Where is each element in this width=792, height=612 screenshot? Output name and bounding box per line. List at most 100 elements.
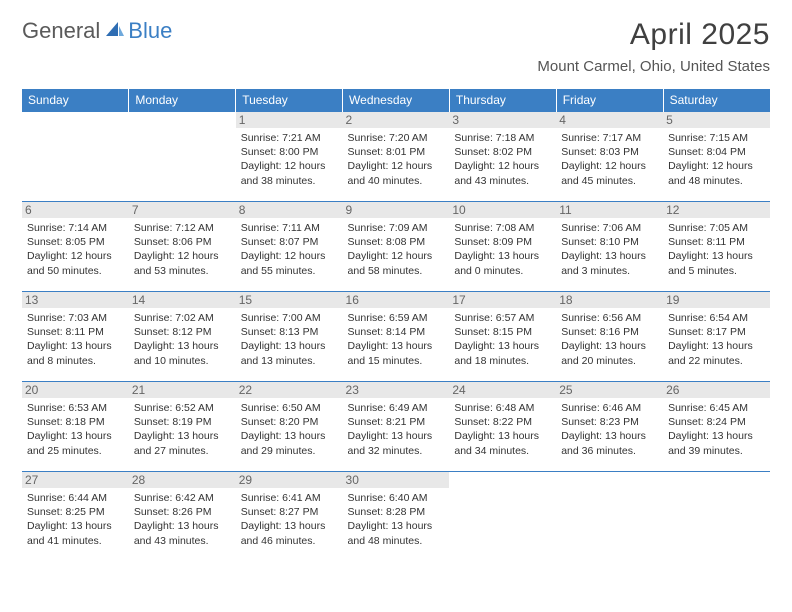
day-number: 17 <box>449 292 556 308</box>
day-details: Sunrise: 7:06 AMSunset: 8:10 PMDaylight:… <box>561 221 658 278</box>
calendar-day-cell: 19 Sunrise: 6:54 AMSunset: 8:17 PMDayligh… <box>663 292 770 382</box>
day-number: 4 <box>556 112 663 128</box>
day-number: 1 <box>236 112 343 128</box>
calendar-day-cell: 28 Sunrise: 6:42 AMSunset: 8:26 PMDayligh… <box>129 472 236 562</box>
day-number: 8 <box>236 202 343 218</box>
day-details: Sunrise: 6:57 AMSunset: 8:15 PMDaylight:… <box>454 311 551 368</box>
calendar-day-cell: 13 Sunrise: 7:03 AMSunset: 8:11 PMDayligh… <box>22 292 129 382</box>
day-number: 14 <box>129 292 236 308</box>
day-details: Sunrise: 7:08 AMSunset: 8:09 PMDaylight:… <box>454 221 551 278</box>
calendar-day-cell: 29 Sunrise: 6:41 AMSunset: 8:27 PMDayligh… <box>236 472 343 562</box>
day-number: 15 <box>236 292 343 308</box>
calendar-day-cell: 27 Sunrise: 6:44 AMSunset: 8:25 PMDayligh… <box>22 472 129 562</box>
day-number: 20 <box>22 382 129 398</box>
day-number: 11 <box>556 202 663 218</box>
calendar-day-cell: 3 Sunrise: 7:18 AMSunset: 8:02 PMDaylight… <box>449 112 556 202</box>
day-details: Sunrise: 7:20 AMSunset: 8:01 PMDaylight:… <box>348 131 445 188</box>
day-details: Sunrise: 7:21 AMSunset: 8:00 PMDaylight:… <box>241 131 338 188</box>
weekday-header-row: SundayMondayTuesdayWednesdayThursdayFrid… <box>22 89 770 112</box>
day-details: Sunrise: 7:12 AMSunset: 8:06 PMDaylight:… <box>134 221 231 278</box>
weekday-header: Thursday <box>449 89 556 112</box>
weekday-header: Sunday <box>22 89 129 112</box>
brand-part2: Blue <box>128 18 172 44</box>
calendar-body: 1 Sunrise: 7:21 AMSunset: 8:00 PMDaylight… <box>22 112 770 562</box>
calendar-empty-cell <box>22 112 129 202</box>
calendar-day-cell: 23 Sunrise: 6:49 AMSunset: 8:21 PMDayligh… <box>343 382 450 472</box>
day-details: Sunrise: 7:09 AMSunset: 8:08 PMDaylight:… <box>348 221 445 278</box>
day-number: 13 <box>22 292 129 308</box>
calendar-empty-cell <box>449 472 556 562</box>
day-details: Sunrise: 6:50 AMSunset: 8:20 PMDaylight:… <box>241 401 338 458</box>
day-details: Sunrise: 7:03 AMSunset: 8:11 PMDaylight:… <box>27 311 124 368</box>
calendar-day-cell: 15 Sunrise: 7:00 AMSunset: 8:13 PMDayligh… <box>236 292 343 382</box>
day-details: Sunrise: 6:53 AMSunset: 8:18 PMDaylight:… <box>27 401 124 458</box>
day-number: 12 <box>663 202 770 218</box>
header: General Blue April 2025 Mount Carmel, Oh… <box>0 0 792 81</box>
day-details: Sunrise: 6:59 AMSunset: 8:14 PMDaylight:… <box>348 311 445 368</box>
day-details: Sunrise: 6:44 AMSunset: 8:25 PMDaylight:… <box>27 491 124 548</box>
calendar-week-row: 20 Sunrise: 6:53 AMSunset: 8:18 PMDayligh… <box>22 382 770 472</box>
calendar-day-cell: 14Sunrise: 7:02 AMSunset: 8:12 PMDayligh… <box>129 292 236 382</box>
day-details: Sunrise: 6:41 AMSunset: 8:27 PMDaylight:… <box>241 491 338 548</box>
day-details: Sunrise: 7:00 AMSunset: 8:13 PMDaylight:… <box>241 311 338 368</box>
day-details: Sunrise: 6:49 AMSunset: 8:21 PMDaylight:… <box>348 401 445 458</box>
day-number: 29 <box>236 472 343 488</box>
calendar-day-cell: 5Sunrise: 7:15 AMSunset: 8:04 PMDaylight… <box>663 112 770 202</box>
day-details: Sunrise: 6:54 AMSunset: 8:17 PMDaylight:… <box>668 311 765 368</box>
day-number: 10 <box>449 202 556 218</box>
calendar-day-cell: 1 Sunrise: 7:21 AMSunset: 8:00 PMDaylight… <box>236 112 343 202</box>
calendar-week-row: 13 Sunrise: 7:03 AMSunset: 8:11 PMDayligh… <box>22 292 770 382</box>
day-details: Sunrise: 6:46 AMSunset: 8:23 PMDaylight:… <box>561 401 658 458</box>
day-number: 22 <box>236 382 343 398</box>
day-number: 24 <box>449 382 556 398</box>
calendar-week-row: 6 Sunrise: 7:14 AMSunset: 8:05 PMDaylight… <box>22 202 770 292</box>
day-number: 23 <box>343 382 450 398</box>
day-number: 3 <box>449 112 556 128</box>
day-details: Sunrise: 7:11 AMSunset: 8:07 PMDaylight:… <box>241 221 338 278</box>
calendar-day-cell: 7Sunrise: 7:12 AMSunset: 8:06 PMDaylight… <box>129 202 236 292</box>
brand-logo: General Blue <box>22 18 172 44</box>
calendar-empty-cell <box>129 112 236 202</box>
calendar-day-cell: 21 Sunrise: 6:52 AMSunset: 8:19 PMDayligh… <box>129 382 236 472</box>
day-details: Sunrise: 6:56 AMSunset: 8:16 PMDaylight:… <box>561 311 658 368</box>
month-title: April 2025 <box>537 18 770 52</box>
day-details: Sunrise: 6:52 AMSunset: 8:19 PMDaylight:… <box>134 401 231 458</box>
day-number: 6 <box>22 202 129 218</box>
calendar-day-cell: 26Sunrise: 6:45 AMSunset: 8:24 PMDayligh… <box>663 382 770 472</box>
calendar-week-row: 1 Sunrise: 7:21 AMSunset: 8:00 PMDaylight… <box>22 112 770 202</box>
calendar-day-cell: 22 Sunrise: 6:50 AMSunset: 8:20 PMDayligh… <box>236 382 343 472</box>
calendar-day-cell: 6 Sunrise: 7:14 AMSunset: 8:05 PMDaylight… <box>22 202 129 292</box>
calendar-day-cell: 2 Sunrise: 7:20 AMSunset: 8:01 PMDaylight… <box>343 112 450 202</box>
day-number: 9 <box>343 202 450 218</box>
weekday-header: Monday <box>129 89 236 112</box>
calendar-week-row: 27 Sunrise: 6:44 AMSunset: 8:25 PMDayligh… <box>22 472 770 562</box>
weekday-header: Wednesday <box>343 89 450 112</box>
day-details: Sunrise: 7:18 AMSunset: 8:02 PMDaylight:… <box>454 131 551 188</box>
day-number: 18 <box>556 292 663 308</box>
day-number: 19 <box>663 292 770 308</box>
day-details: Sunrise: 6:40 AMSunset: 8:28 PMDaylight:… <box>348 491 445 548</box>
day-details: Sunrise: 7:14 AMSunset: 8:05 PMDaylight:… <box>27 221 124 278</box>
day-number: 27 <box>22 472 129 488</box>
day-details: Sunrise: 6:42 AMSunset: 8:26 PMDaylight:… <box>134 491 231 548</box>
title-block: April 2025 Mount Carmel, Ohio, United St… <box>537 18 770 75</box>
day-number: 28 <box>129 472 236 488</box>
day-number: 21 <box>129 382 236 398</box>
calendar-day-cell: 25 Sunrise: 6:46 AMSunset: 8:23 PMDayligh… <box>556 382 663 472</box>
day-number: 2 <box>343 112 450 128</box>
day-number: 26 <box>663 382 770 398</box>
calendar-day-cell: 12Sunrise: 7:05 AMSunset: 8:11 PMDayligh… <box>663 202 770 292</box>
calendar-day-cell: 18 Sunrise: 6:56 AMSunset: 8:16 PMDayligh… <box>556 292 663 382</box>
weekday-header: Saturday <box>663 89 770 112</box>
brand-sail-icon <box>104 20 126 43</box>
calendar-day-cell: 9 Sunrise: 7:09 AMSunset: 8:08 PMDaylight… <box>343 202 450 292</box>
calendar-day-cell: 17 Sunrise: 6:57 AMSunset: 8:15 PMDayligh… <box>449 292 556 382</box>
weekday-header: Friday <box>556 89 663 112</box>
location-subtitle: Mount Carmel, Ohio, United States <box>537 58 770 75</box>
weekday-header: Tuesday <box>236 89 343 112</box>
brand-part1: General <box>22 18 100 44</box>
day-details: Sunrise: 7:17 AMSunset: 8:03 PMDaylight:… <box>561 131 658 188</box>
day-number: 16 <box>343 292 450 308</box>
day-number: 25 <box>556 382 663 398</box>
calendar-day-cell: 8 Sunrise: 7:11 AMSunset: 8:07 PMDaylight… <box>236 202 343 292</box>
